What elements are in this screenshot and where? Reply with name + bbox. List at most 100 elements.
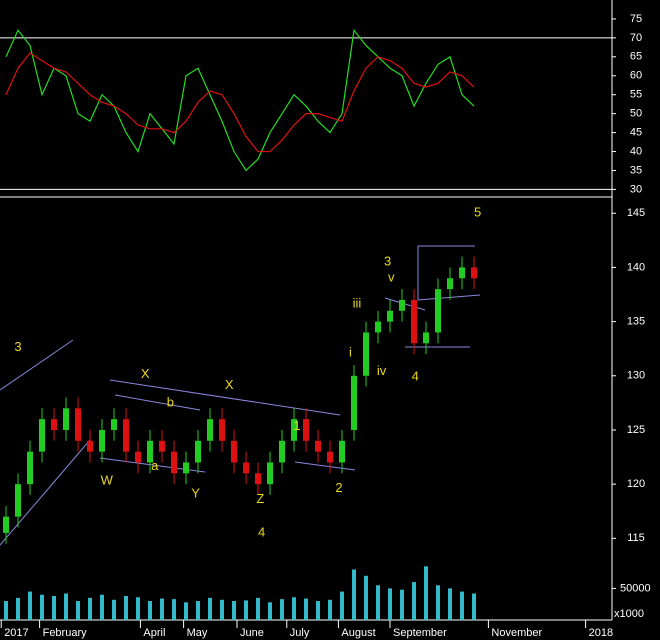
candle-body xyxy=(123,419,129,452)
volume-bar xyxy=(160,598,164,620)
x-tick-label: May xyxy=(187,627,208,639)
y-tick-label: 70 xyxy=(630,32,642,44)
wave-label: 3 xyxy=(384,253,391,268)
wave-label: W xyxy=(101,472,114,487)
candle-body xyxy=(87,440,93,452)
y-tick-label: 125 xyxy=(627,424,645,436)
trend-line xyxy=(114,394,201,411)
trend-line xyxy=(417,294,481,301)
y-tick-label: 60 xyxy=(630,70,642,82)
candle-body xyxy=(351,375,357,430)
candle-body xyxy=(375,321,381,333)
volume-bar xyxy=(280,599,284,620)
candle-body xyxy=(39,419,45,452)
volume-bar xyxy=(40,594,44,620)
volume-bar xyxy=(256,597,260,620)
volume-bar xyxy=(208,597,212,620)
candle-body xyxy=(219,419,225,441)
x-tick-label: June xyxy=(240,627,264,639)
unit-label: x1000 xyxy=(614,608,644,620)
volume-bar xyxy=(268,602,272,620)
volume-bar xyxy=(88,597,92,620)
candle-body xyxy=(267,462,273,485)
y-tick-label: 65 xyxy=(630,51,642,63)
volume-bar xyxy=(232,601,236,620)
candle-body xyxy=(147,440,153,463)
wave-label: iv xyxy=(377,363,387,378)
volume-bar xyxy=(172,599,176,620)
x-tick-label: July xyxy=(290,627,310,639)
volume-bar xyxy=(400,589,404,620)
candle-body xyxy=(159,440,165,452)
candle-body xyxy=(195,440,201,463)
wave-label: Y xyxy=(191,485,200,500)
wave-label: Z xyxy=(256,491,264,506)
wave-label: v xyxy=(388,270,395,285)
y-tick-label: 50000 xyxy=(620,582,651,594)
candle-body xyxy=(291,419,297,441)
y-tick-label: 50 xyxy=(630,108,642,120)
candle-body xyxy=(183,462,189,474)
x-tick-label: November xyxy=(491,627,542,639)
candle-body xyxy=(471,267,477,279)
wave-label: iii xyxy=(353,296,362,311)
volume-bar xyxy=(304,598,308,620)
y-tick-label: 115 xyxy=(627,532,645,544)
volume-bar xyxy=(376,585,380,620)
candle-body xyxy=(279,440,285,463)
trend-line xyxy=(0,439,91,546)
volume-bar xyxy=(124,596,128,620)
candle-body xyxy=(207,419,213,441)
candle-body xyxy=(243,462,249,474)
candle-body xyxy=(363,332,369,376)
volume-bar xyxy=(460,591,464,620)
volume-bar xyxy=(352,569,356,620)
x-tick-label: August xyxy=(341,627,375,639)
candle-body xyxy=(15,484,21,517)
wave-label: a xyxy=(151,458,159,473)
candle-body xyxy=(339,440,345,463)
volume-bar xyxy=(112,599,116,620)
volume-bar xyxy=(220,599,224,620)
volume-bar xyxy=(448,588,452,620)
candle-body xyxy=(27,451,33,485)
wave-label: 3 xyxy=(14,339,21,354)
volume-bar xyxy=(76,601,80,620)
y-tick-label: 45 xyxy=(630,127,642,139)
x-tick-label: September xyxy=(393,627,447,639)
candle-body xyxy=(75,408,81,441)
candle-body xyxy=(255,473,261,485)
trend-lines xyxy=(0,245,481,546)
y-tick-label: 40 xyxy=(630,145,642,157)
candle-body xyxy=(435,289,441,333)
volume-bar xyxy=(184,602,188,620)
volume-bar xyxy=(16,597,20,620)
volume-bar xyxy=(436,585,440,620)
candle-body xyxy=(459,267,465,279)
volume-bar xyxy=(388,588,392,620)
trend-line xyxy=(0,339,74,391)
x-tick-label: February xyxy=(43,627,88,639)
volume-bar xyxy=(100,594,104,620)
candle-body xyxy=(387,310,393,322)
candle-body xyxy=(51,419,57,430)
volume-bar xyxy=(196,601,200,620)
rsi-line xyxy=(5,52,475,153)
candle-body xyxy=(111,419,117,430)
candle-body xyxy=(135,451,141,463)
volume-bar xyxy=(136,597,140,620)
volume-bar xyxy=(52,596,56,620)
volume-bar xyxy=(316,601,320,620)
wave-label: 1 xyxy=(293,418,300,433)
candle-body xyxy=(423,332,429,344)
volume-bar xyxy=(4,601,8,620)
wave-label: X xyxy=(225,377,234,392)
candle-body xyxy=(63,408,69,430)
y-tick-label: 140 xyxy=(627,261,645,273)
candle-body xyxy=(303,419,309,441)
y-tick-label: 35 xyxy=(630,164,642,176)
wave-label: 4 xyxy=(412,368,419,383)
volume-bar xyxy=(472,593,476,620)
